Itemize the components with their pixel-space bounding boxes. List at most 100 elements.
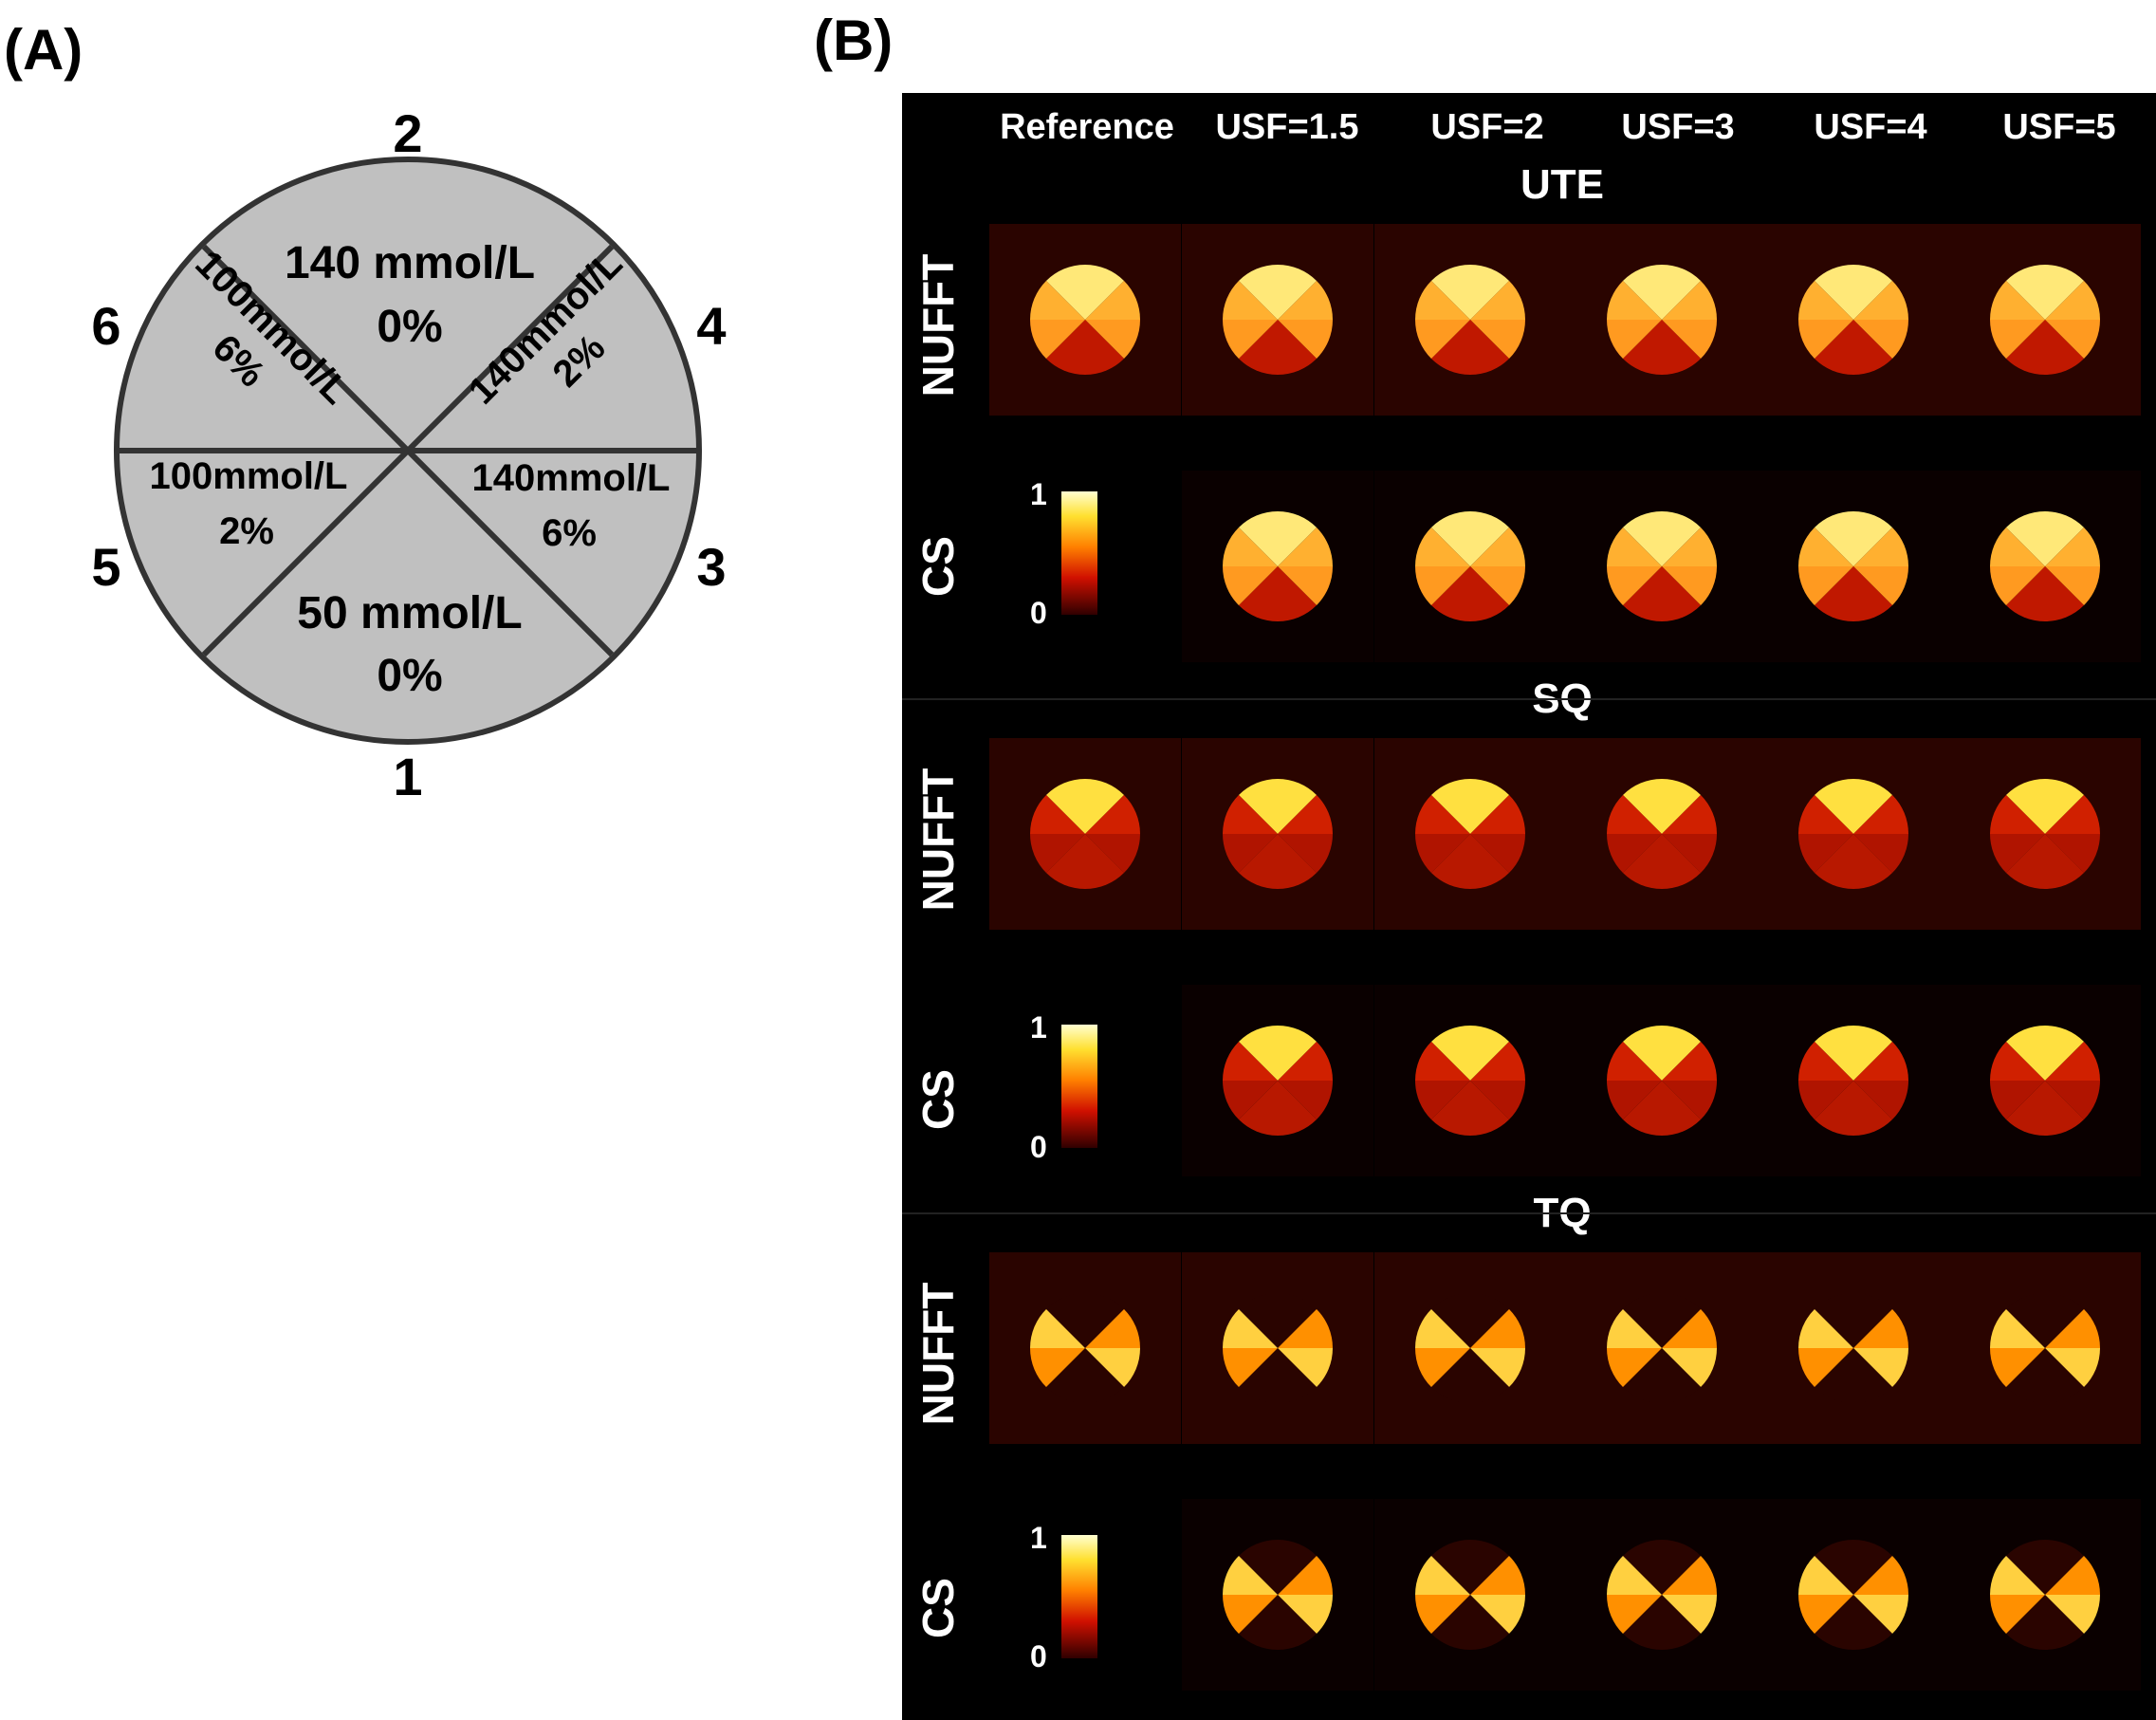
phantom-compartment-signal xyxy=(1278,1348,1333,1388)
phantom-compartment-signal xyxy=(1470,1041,1525,1081)
section-header-ute: UTE xyxy=(1520,161,1604,208)
phantom-compartment-signal xyxy=(1045,1293,1125,1348)
phantom-compartment-signal xyxy=(1415,1041,1470,1081)
phantom-compartment-signal xyxy=(1223,1348,1278,1388)
phantom-compartment-signal xyxy=(1607,1555,1662,1595)
row-label-sq-nufft: NUFFT xyxy=(913,768,963,912)
phantom-compartment-signal xyxy=(1990,1308,2045,1348)
phantom-compartment-signal xyxy=(1030,1348,1085,1388)
phantom-compartment-signal xyxy=(1853,794,1908,834)
recon-image-tile xyxy=(1182,985,1373,1176)
colorbar-ute xyxy=(1061,491,1097,615)
colorbar-min-label: 0 xyxy=(1030,1130,1047,1164)
phantom-compartment-signal xyxy=(1415,527,1470,566)
phantom-compartment-signal xyxy=(2005,1026,2085,1081)
phantom-compartment-signal xyxy=(1622,566,1702,621)
compartment-3-conc: 140mmol/L xyxy=(472,457,671,499)
phantom-compartment-signal xyxy=(1470,1348,1525,1388)
phantom-compartment-signal xyxy=(2045,320,2100,360)
phantom-compartment-signal xyxy=(1662,527,1717,566)
phantom-compartment-signal xyxy=(1662,1308,1717,1348)
recon-image-tile xyxy=(1374,1252,1566,1444)
recon-image-tile xyxy=(1374,985,1566,1176)
section-separator xyxy=(902,698,2156,700)
phantom-compartment-signal xyxy=(1430,1026,1510,1081)
phantom-compartment-signal xyxy=(1607,566,1662,606)
compartment-number-2: 2 xyxy=(393,103,422,163)
phantom-compartment-signal xyxy=(1223,794,1278,834)
phantom-compartment-signal xyxy=(1622,320,1702,375)
phantom-compartment-signal xyxy=(1662,1081,1717,1120)
phantom-compartment-signal xyxy=(1470,1081,1525,1120)
phantom-compartment-signal xyxy=(2005,1540,2085,1595)
compartment-number-4: 4 xyxy=(696,296,726,356)
phantom-compartment-signal xyxy=(2045,566,2100,606)
phantom-compartment-signal xyxy=(1662,320,1717,360)
phantom-compartment-signal xyxy=(1798,1595,1853,1635)
phantom-compartment-signal xyxy=(2005,1348,2085,1403)
phantom-compartment-signal xyxy=(1622,1595,1702,1650)
phantom-compartment-signal xyxy=(1990,280,2045,320)
phantom-compartment-signal xyxy=(1814,834,1893,889)
phantom-compartment-signal xyxy=(1798,794,1853,834)
recon-image-tile xyxy=(989,738,1181,930)
phantom-compartment-signal xyxy=(1238,1540,1318,1595)
phantom-compartment-signal xyxy=(2045,1081,2100,1120)
recon-image-tile xyxy=(1566,224,1758,416)
colorbar-max-label: 1 xyxy=(1030,1010,1047,1045)
phantom-compartment-signal xyxy=(1223,1555,1278,1595)
recon-image-tile xyxy=(1758,1252,1949,1444)
phantom-compartment-signal xyxy=(1798,1081,1853,1120)
colorbar-sq xyxy=(1061,1025,1097,1148)
phantom-compartment-signal xyxy=(1853,280,1908,320)
phantom-compartment-signal xyxy=(1470,834,1525,874)
phantom-compartment-signal xyxy=(1223,834,1278,874)
phantom-compartment-signal xyxy=(1814,566,1893,621)
phantom-compartment-signal xyxy=(1607,527,1662,566)
phantom-compartment-signal xyxy=(1223,527,1278,566)
recon-image-tile xyxy=(1182,471,1373,662)
phantom-compartment-signal xyxy=(1085,320,1140,360)
phantom-compartment-signal xyxy=(2005,834,2085,889)
recon-image-tile xyxy=(1374,471,1566,662)
recon-image-tile xyxy=(1566,738,1758,930)
phantom-compartment-signal xyxy=(2045,1308,2100,1348)
phantom-compartment-signal xyxy=(2005,1081,2085,1136)
phantom-compartment-signal xyxy=(1853,1555,1908,1595)
phantom-compartment-signal xyxy=(1278,1081,1333,1120)
phantom-compartment-signal xyxy=(1238,779,1318,834)
phantom-compartment-signal xyxy=(2045,794,2100,834)
phantom-compartment-signal xyxy=(1223,1595,1278,1635)
compartment-number-5: 5 xyxy=(91,537,120,597)
recon-image-tile xyxy=(1758,471,1949,662)
colorbar-min-label: 0 xyxy=(1030,596,1047,630)
phantom-compartment-signal xyxy=(1238,1348,1318,1403)
phantom-compartment-signal xyxy=(1030,1308,1085,1348)
column-header-usf-4: USF=4 xyxy=(1814,107,1927,147)
phantom-compartment-signal xyxy=(1430,566,1510,621)
phantom-compartment-signal xyxy=(1990,834,2045,874)
phantom-compartment-signal xyxy=(1814,1540,1893,1595)
compartment-3-pct: 6% xyxy=(542,512,597,554)
phantom-compartment-signal xyxy=(1814,265,1893,320)
recon-image-tile xyxy=(1566,1499,1758,1691)
colorbar-tq xyxy=(1061,1535,1097,1658)
colorbar-max-label: 1 xyxy=(1030,1521,1047,1555)
compartment-5-conc: 100mmol/L xyxy=(150,455,348,497)
phantom-compartment-signal xyxy=(1853,1081,1908,1120)
recon-image-tile xyxy=(1758,985,1949,1176)
phantom-compartment-signal xyxy=(1814,320,1893,375)
phantom-compartment-signal xyxy=(1622,834,1702,889)
phantom-compartment-signal xyxy=(1470,1595,1525,1635)
phantom-compartment-signal xyxy=(1814,511,1893,566)
phantom-compartment-signal xyxy=(1238,1595,1318,1650)
phantom-compartment-signal xyxy=(1662,794,1717,834)
phantom-compartment-signal xyxy=(1662,1555,1717,1595)
phantom-compartment-signal xyxy=(1278,794,1333,834)
phantom-compartment-signal xyxy=(1798,280,1853,320)
phantom-compartment-signal xyxy=(1853,527,1908,566)
phantom-compartment-signal xyxy=(1814,1081,1893,1136)
phantom-compartment-signal xyxy=(1030,794,1085,834)
section-separator xyxy=(902,1212,2156,1214)
recon-image-tile xyxy=(1758,1499,1949,1691)
